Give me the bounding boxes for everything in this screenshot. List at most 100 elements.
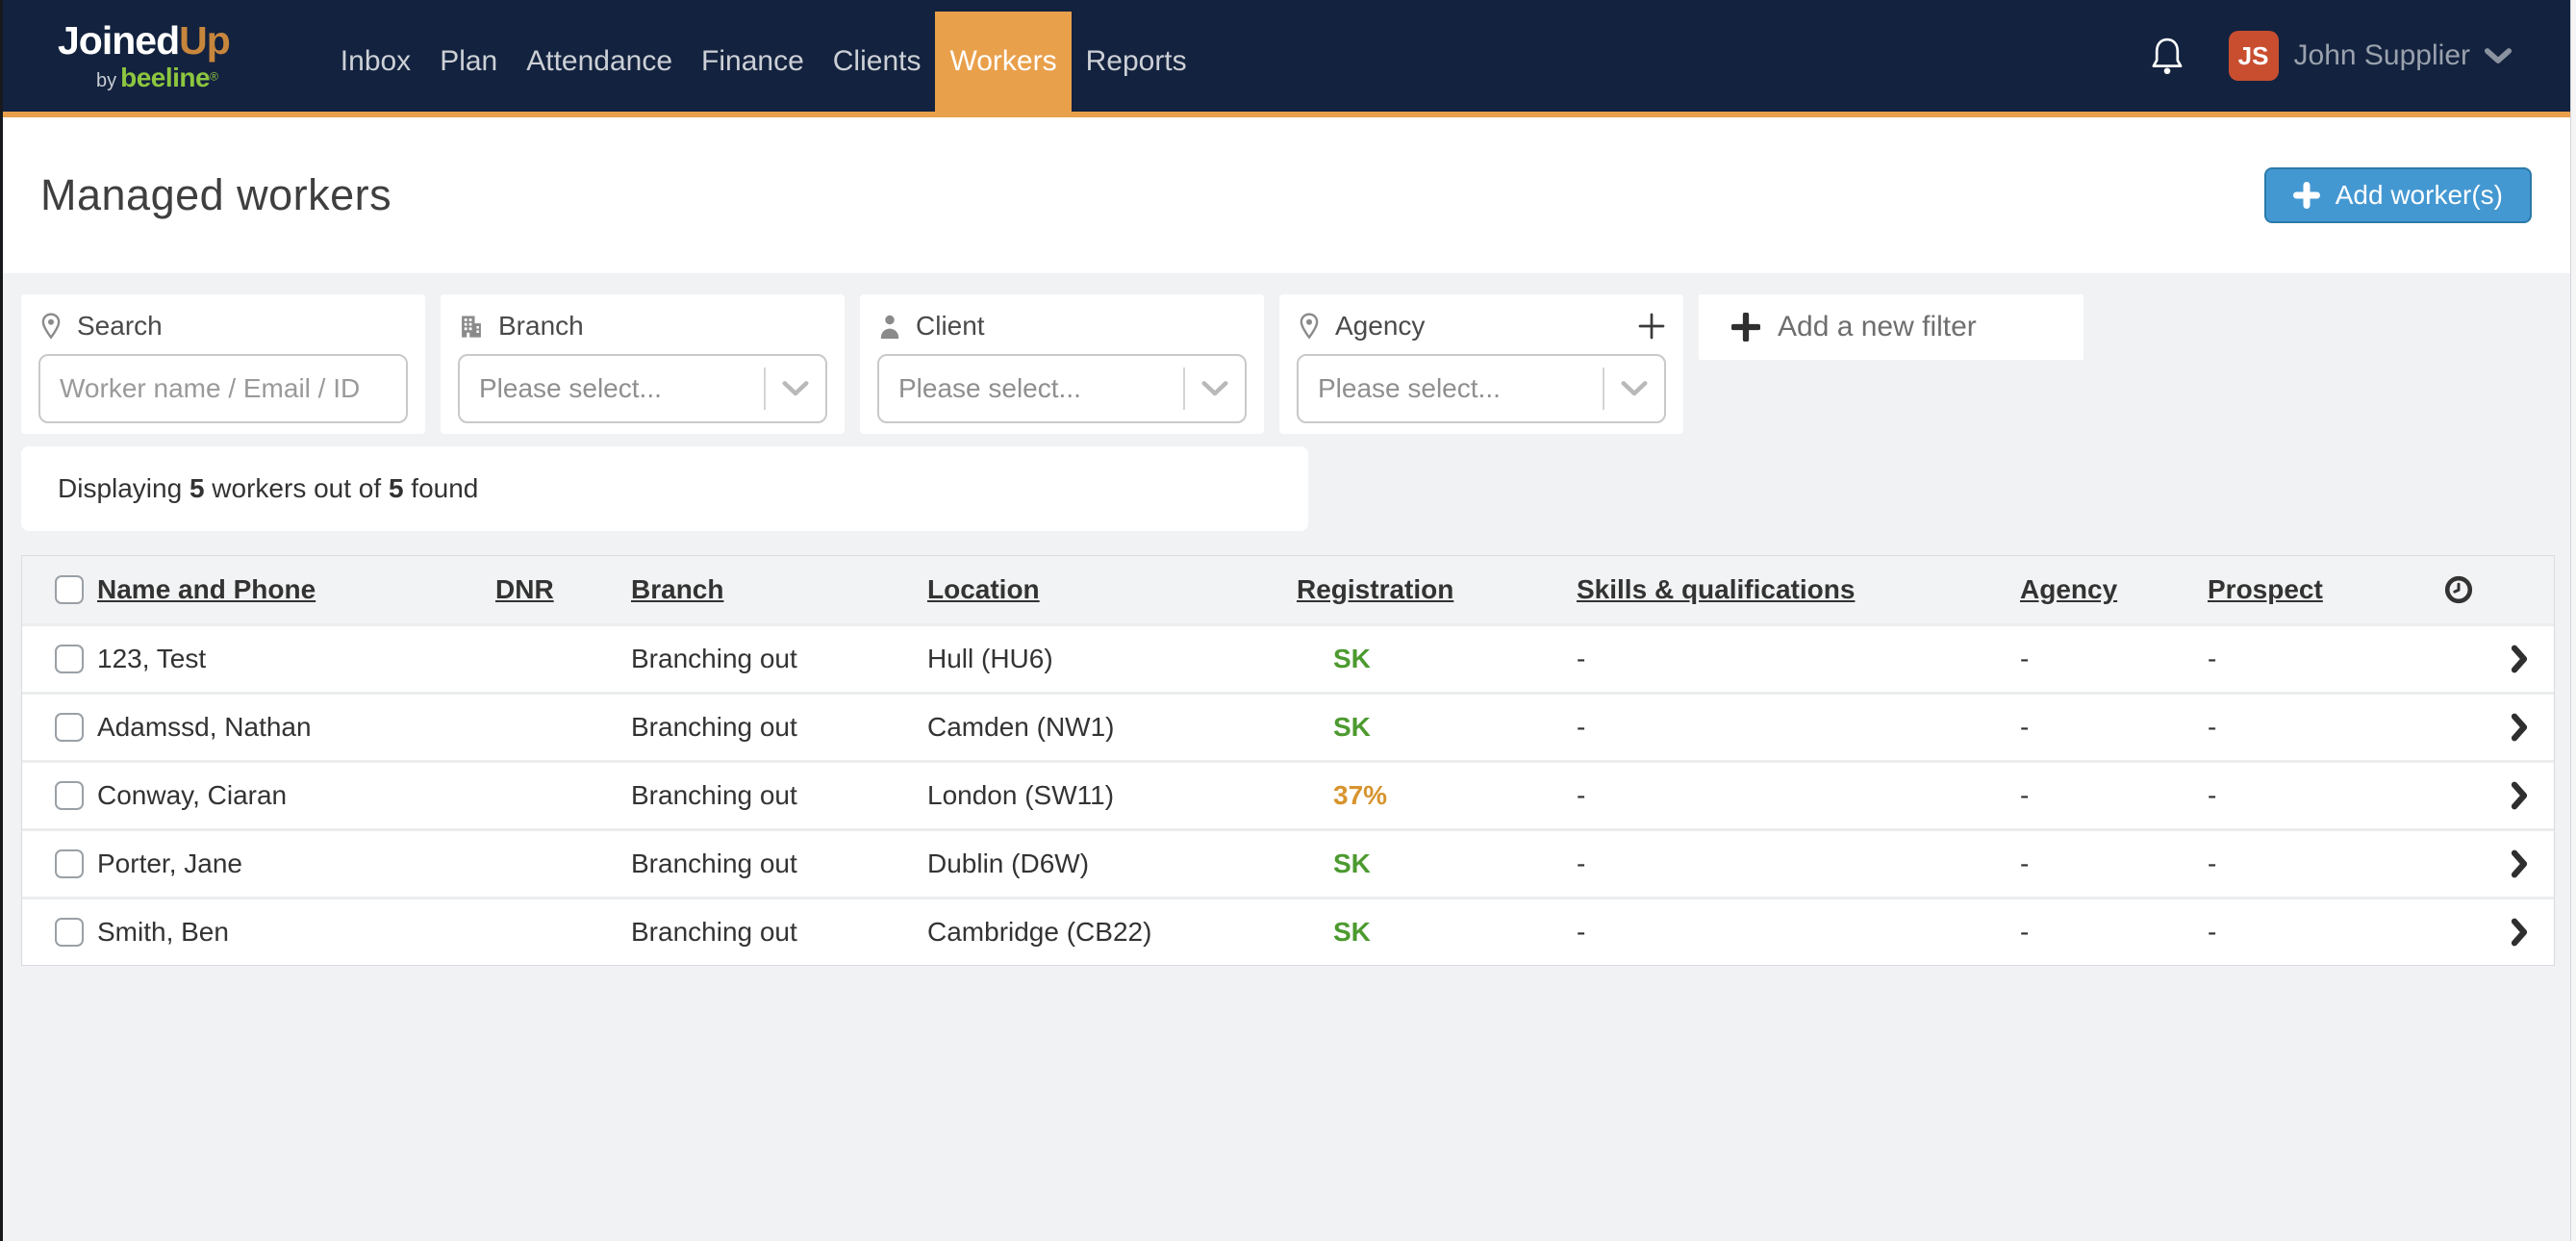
column-header-time[interactable] [2432, 575, 2485, 604]
add-new-filter-button[interactable]: Add a new filter [1699, 294, 2084, 360]
filter-search-label: Search [77, 311, 163, 341]
results-status-bar: Displaying 5 workers out of 5 found [21, 446, 1308, 531]
filter-agency-header: Agency [1297, 310, 1666, 342]
filter-client-label: Client [916, 311, 985, 341]
nav-item-reports[interactable]: Reports [1085, 45, 1187, 77]
table-row[interactable]: Smith, Ben Branching out Cambridge (CB22… [22, 897, 2554, 965]
user-name[interactable]: John Supplier [2293, 39, 2470, 71]
nav-item-workers[interactable]: Workers [935, 12, 1072, 112]
agency-select[interactable]: Please select... [1297, 354, 1666, 423]
cell-branch: Branching out [631, 712, 797, 742]
row-checkbox[interactable] [55, 849, 84, 878]
cell-prospect: - [2208, 712, 2217, 742]
building-icon [458, 313, 485, 340]
cell-registration: SK [1333, 848, 1371, 878]
client-select-value: Please select... [898, 373, 1081, 403]
column-header-location[interactable]: Location [927, 574, 1040, 604]
filter-card-client: Client Please select... [860, 294, 1264, 434]
cell-branch: Branching out [631, 644, 797, 673]
nav-item-inbox[interactable]: Inbox [340, 45, 412, 77]
row-checkbox[interactable] [55, 645, 84, 673]
chevron-down-icon[interactable] [1185, 380, 1245, 397]
chevron-down-icon[interactable] [1604, 380, 1664, 397]
status-total: 5 [388, 473, 404, 503]
column-header-branch[interactable]: Branch [631, 574, 724, 604]
window-right-edge [2570, 0, 2576, 1241]
logo-by-text: by [96, 69, 117, 91]
filter-card-branch: Branch Please select... [441, 294, 845, 434]
filter-branch-label: Branch [498, 311, 584, 341]
logo-subtitle: by beeline® [96, 63, 230, 91]
page-title: Managed workers [40, 170, 392, 219]
logo-registered-mark: ® [210, 69, 218, 84]
cell-agency: - [2020, 780, 2030, 810]
branch-select[interactable]: Please select... [458, 354, 827, 423]
user-avatar[interactable]: JS [2228, 31, 2279, 81]
row-checkbox-cell [22, 849, 97, 878]
chevron-right-icon[interactable] [2485, 713, 2554, 742]
column-header-name[interactable]: Name and Phone [97, 574, 316, 604]
cell-location: Camden (NW1) [927, 712, 1115, 742]
table-header-row: Name and Phone DNR Branch Location Regis… [22, 556, 2554, 623]
nav-item-clients[interactable]: Clients [832, 45, 922, 77]
cell-prospect: - [2208, 848, 2217, 878]
cell-agency: - [2020, 712, 2030, 742]
nav-item-finance[interactable]: Finance [701, 45, 804, 77]
add-worker-button[interactable]: Add worker(s) [2263, 167, 2532, 223]
cell-location: Hull (HU6) [927, 644, 1053, 673]
column-header-skills[interactable]: Skills & qualifications [1577, 574, 1856, 604]
cell-branch: Branching out [631, 917, 797, 947]
search-input[interactable] [40, 373, 406, 404]
table-row[interactable]: 123, Test Branching out Hull (HU6) SK - … [22, 623, 2554, 692]
filter-client-header: Client [877, 310, 1247, 342]
client-select[interactable]: Please select... [877, 354, 1247, 423]
chevron-down-icon[interactable] [766, 380, 825, 397]
chevron-right-icon[interactable] [2485, 781, 2554, 810]
cell-location: Dublin (D6W) [927, 848, 1090, 878]
cell-branch: Branching out [631, 848, 797, 878]
table-row[interactable]: Conway, Ciaran Branching out London (SW1… [22, 760, 2554, 828]
row-checkbox-cell [22, 713, 97, 742]
select-divider [764, 367, 766, 410]
filter-card-search: Search [21, 294, 425, 434]
chevron-right-icon[interactable] [2485, 918, 2554, 947]
plus-icon[interactable] [1637, 312, 1666, 341]
filter-card-agency: Agency Please select... [1279, 294, 1683, 434]
cell-agency: - [2020, 644, 2030, 673]
bell-icon[interactable] [2150, 35, 2185, 77]
cell-skills: - [1577, 712, 1586, 742]
table-row[interactable]: Porter, Jane Branching out Dublin (D6W) … [22, 828, 2554, 897]
cell-location: London (SW11) [927, 780, 1115, 810]
workers-table: Name and Phone DNR Branch Location Regis… [21, 555, 2555, 966]
table-row[interactable]: Adamssd, Nathan Branching out Camden (NW… [22, 692, 2554, 760]
status-prefix: Displaying [58, 473, 189, 503]
cell-agency: - [2020, 848, 2030, 878]
cell-skills: - [1577, 780, 1586, 810]
cell-name: Adamssd, Nathan [97, 712, 312, 742]
cell-prospect: - [2208, 917, 2217, 947]
select-all-checkbox[interactable] [55, 575, 84, 604]
chevron-right-icon[interactable] [2485, 849, 2554, 878]
cell-skills: - [1577, 644, 1586, 673]
joinedup-logo[interactable]: JoinedUp by beeline® [58, 0, 231, 112]
add-new-filter-label: Add a new filter [1778, 311, 1977, 342]
nav-item-plan[interactable]: Plan [440, 45, 498, 77]
row-checkbox[interactable] [55, 713, 84, 742]
row-checkbox[interactable] [55, 781, 84, 810]
column-header-agency[interactable]: Agency [2020, 574, 2118, 604]
agency-select-value: Please select... [1318, 373, 1501, 403]
cell-branch: Branching out [631, 780, 797, 810]
cell-registration: 37% [1333, 780, 1388, 810]
nav-item-attendance[interactable]: Attendance [526, 45, 673, 77]
column-header-prospect[interactable]: Prospect [2208, 574, 2323, 604]
cell-registration: SK [1333, 712, 1371, 742]
cell-name: Porter, Jane [97, 848, 242, 878]
column-header-dnr[interactable]: DNR [495, 574, 554, 604]
column-header-registration[interactable]: Registration [1297, 574, 1454, 604]
chevron-down-icon[interactable] [2484, 47, 2513, 64]
chevron-right-icon[interactable] [2485, 645, 2554, 673]
main-nav: Inbox Plan Attendance Finance Clients Wo… [326, 0, 1201, 112]
row-checkbox[interactable] [55, 918, 84, 947]
cell-registration: SK [1333, 917, 1371, 947]
map-pin-icon [1297, 312, 1322, 341]
